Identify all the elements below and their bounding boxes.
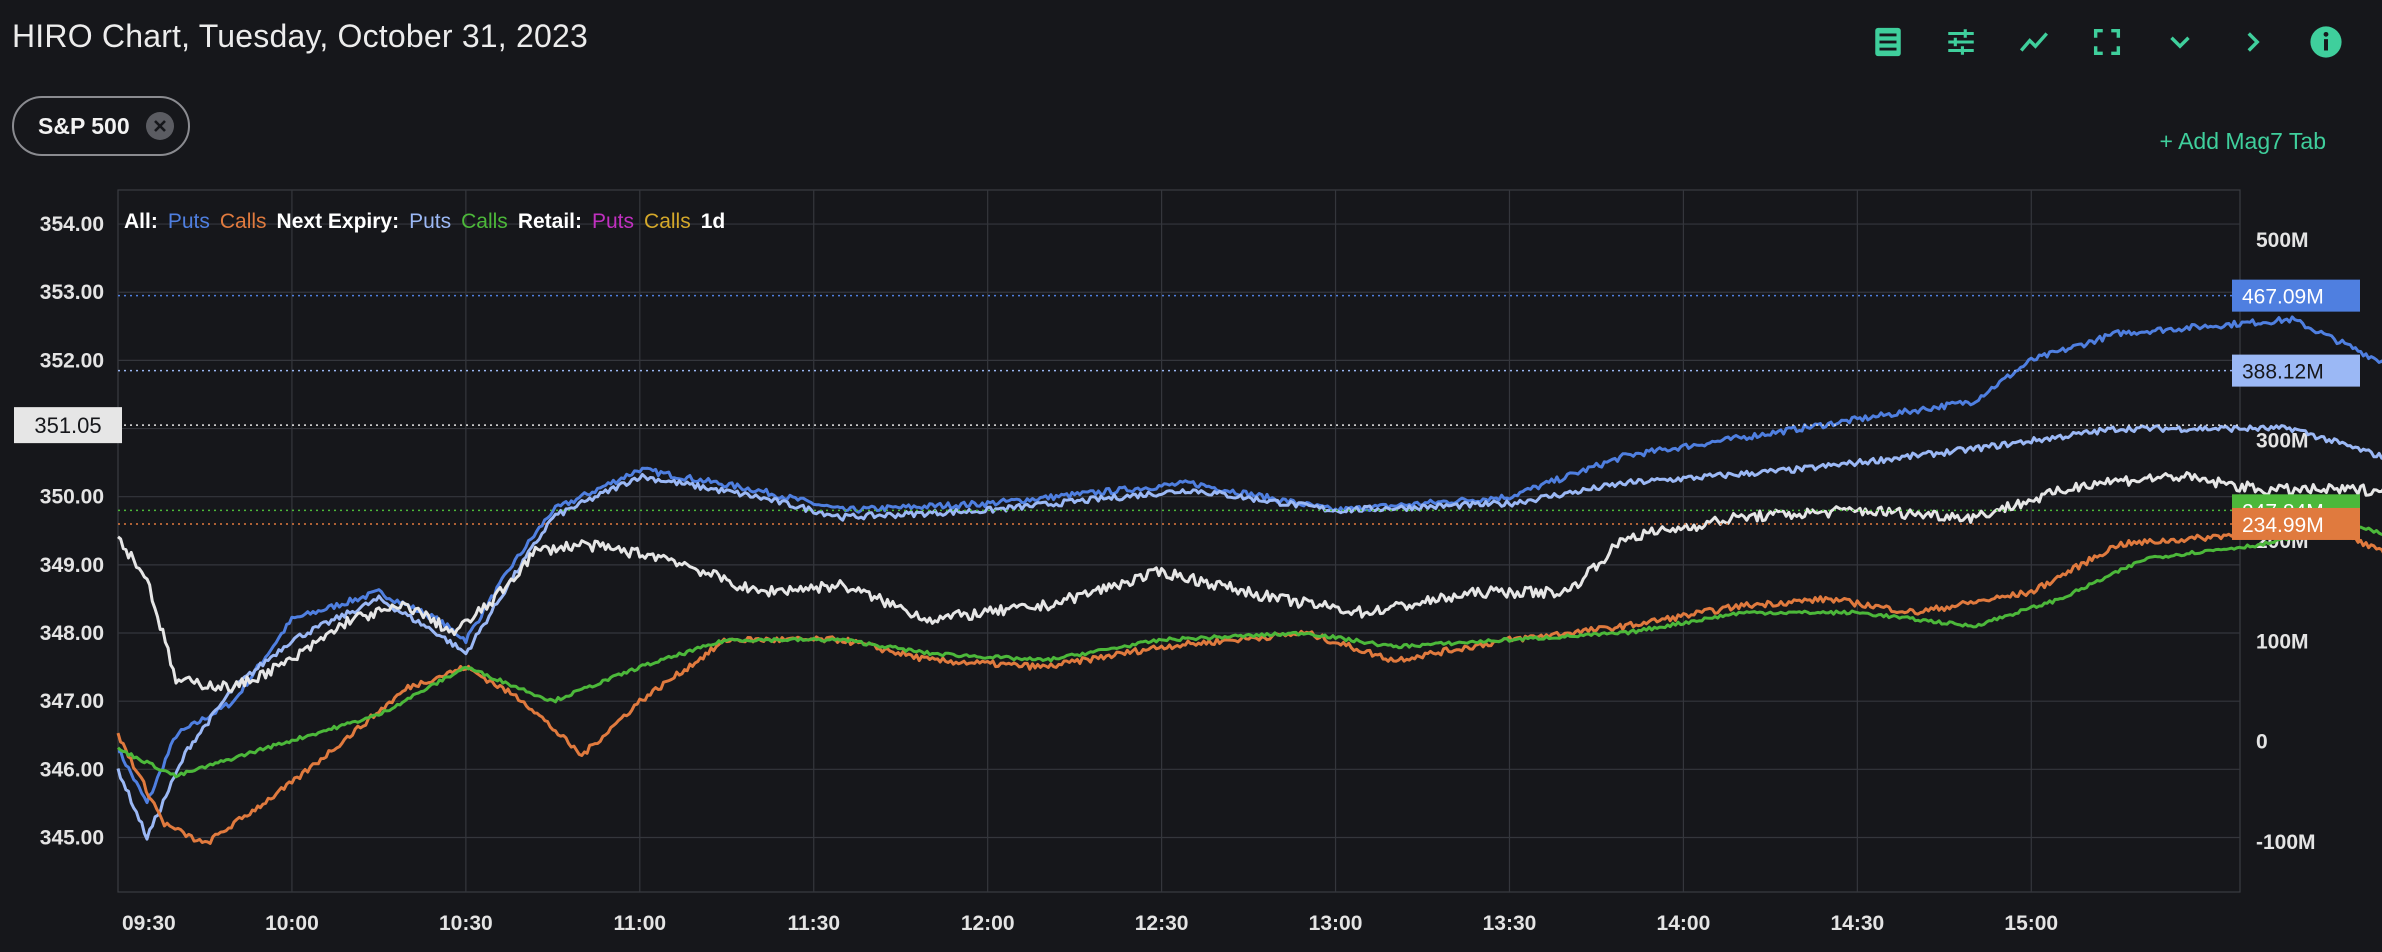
y-left-tick-label: 350.00 bbox=[40, 486, 104, 509]
add-mag7-tab-button[interactable]: + Add Mag7 Tab bbox=[2159, 128, 2326, 154]
y-right-tick-label: 300M bbox=[2256, 430, 2309, 453]
y-left-tick-label: 353.00 bbox=[40, 281, 104, 304]
collapse-button[interactable] bbox=[2143, 20, 2216, 64]
sliders-icon bbox=[1947, 29, 1974, 55]
x-tick-label: 12:00 bbox=[961, 912, 1015, 935]
plot-frame bbox=[117, 189, 2241, 893]
x-tick-label: 10:00 bbox=[265, 912, 319, 935]
legend-all-calls[interactable]: Calls bbox=[220, 210, 267, 233]
y-right-tick-label: 0 bbox=[2256, 731, 2268, 754]
end-label-all_calls: 234.99M bbox=[2242, 514, 2324, 537]
next-button[interactable] bbox=[2216, 20, 2289, 64]
y-left-tick-label: 352.00 bbox=[40, 349, 104, 372]
y-left-tick-label: 347.00 bbox=[40, 690, 104, 713]
current-price-box bbox=[14, 407, 122, 444]
trend-line-icon bbox=[2019, 32, 2048, 52]
y-left-tick-label: 346.00 bbox=[40, 758, 104, 781]
legend-retail-calls[interactable]: Calls bbox=[644, 210, 691, 233]
y-left-tick-label: 349.00 bbox=[40, 554, 104, 577]
x-tick-label: 14:30 bbox=[1830, 912, 1884, 935]
end-label-box-all_calls bbox=[2232, 507, 2360, 540]
list-button[interactable] bbox=[1851, 20, 1924, 64]
current-price-label: 351.05 bbox=[34, 413, 101, 438]
series-line-all_puts bbox=[117, 315, 2382, 805]
x-tick-label: 11:30 bbox=[787, 912, 840, 935]
x-tick-label: 13:00 bbox=[1309, 912, 1363, 935]
info-icon bbox=[2309, 26, 2342, 58]
x-tick-label: 14:00 bbox=[1657, 912, 1711, 935]
end-label-all_puts: 467.09M bbox=[2242, 286, 2324, 309]
chart-legend: All: Puts Calls Next Expiry: Puts Calls Retail… bbox=[124, 210, 725, 233]
series-line-all_calls bbox=[116, 521, 2382, 845]
legend-all[interactable]: All: bbox=[124, 210, 158, 233]
close-icon[interactable] bbox=[146, 112, 174, 140]
trend-button[interactable] bbox=[1997, 20, 2070, 64]
series-line-next_puts bbox=[116, 424, 2382, 841]
series-line-next_calls bbox=[116, 522, 2382, 779]
legend-next[interactable]: Next Expiry: bbox=[277, 210, 400, 233]
legend-next-puts[interactable]: Puts bbox=[409, 210, 451, 233]
x-tick-label: 15:00 bbox=[2004, 912, 2058, 935]
chip-label: S&P 500 bbox=[38, 112, 130, 139]
series-line-price bbox=[117, 471, 2382, 693]
y-left-tick-label: 348.00 bbox=[40, 622, 104, 645]
end-label-next_puts: 388.12M bbox=[2242, 361, 2324, 384]
y-right-tick-label: 500M bbox=[2256, 229, 2309, 252]
fullscreen-icon bbox=[2093, 28, 2120, 56]
fullscreen-button[interactable] bbox=[2070, 20, 2143, 64]
y-right-tick-label: 100M bbox=[2256, 630, 2309, 653]
legend-all-puts[interactable]: Puts bbox=[168, 210, 210, 233]
end-label-box-next_puts bbox=[2232, 354, 2360, 387]
legend-retail-puts[interactable]: Puts bbox=[592, 210, 634, 233]
list-icon bbox=[1874, 27, 1901, 57]
page-title: HIRO Chart, Tuesday, October 31, 2023 bbox=[12, 18, 588, 54]
info-button[interactable] bbox=[2289, 20, 2362, 64]
symbol-chip[interactable]: S&P 500 bbox=[12, 96, 190, 156]
chart-toolbar bbox=[1851, 20, 2362, 64]
y-right-tick-label: -100M bbox=[2256, 831, 2316, 854]
chevron-down-icon bbox=[2169, 36, 2190, 49]
legend-period[interactable]: 1d bbox=[701, 210, 726, 233]
x-tick-label: 11:00 bbox=[614, 912, 667, 935]
end-label-box-all_puts bbox=[2232, 279, 2360, 312]
x-tick-label: 09:30 bbox=[122, 912, 176, 935]
legend-retail[interactable]: Retail: bbox=[518, 210, 582, 233]
settings-button[interactable] bbox=[1924, 20, 1997, 64]
x-tick-label: 13:30 bbox=[1483, 912, 1537, 935]
chevron-right-icon bbox=[2247, 32, 2260, 52]
x-tick-label: 12:30 bbox=[1135, 912, 1189, 935]
x-tick-label: 10:30 bbox=[439, 912, 493, 935]
y-left-tick-label: 354.00 bbox=[40, 213, 104, 236]
legend-next-calls[interactable]: Calls bbox=[461, 210, 508, 233]
y-left-tick-label: 345.00 bbox=[40, 826, 104, 849]
